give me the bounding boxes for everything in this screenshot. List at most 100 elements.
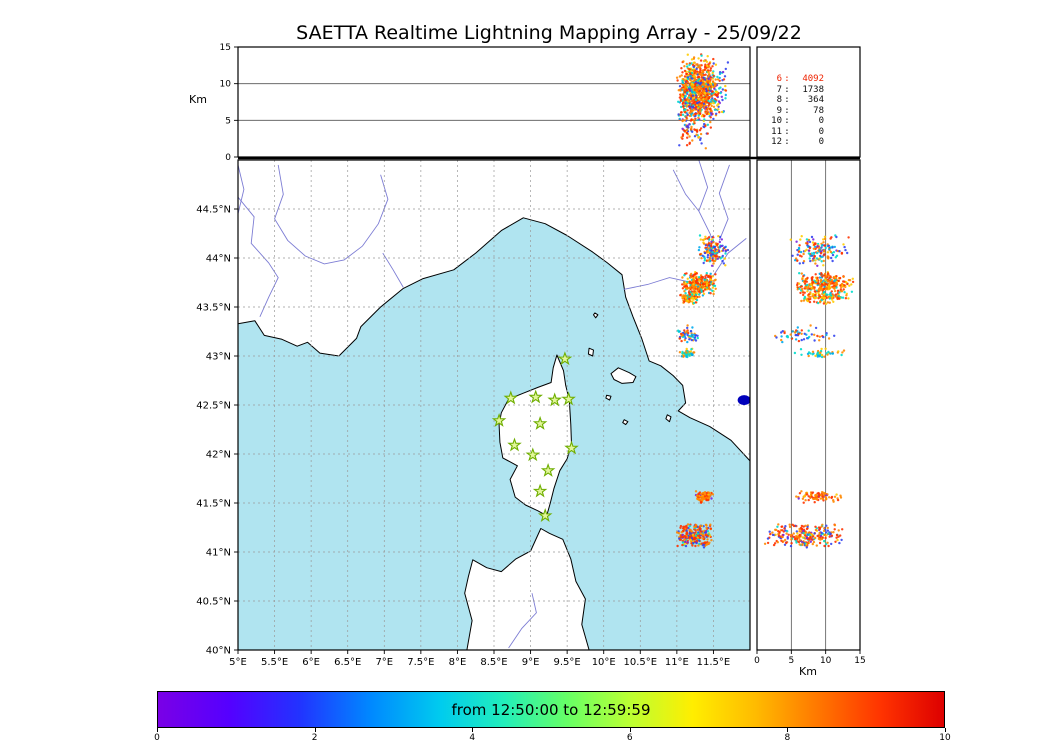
lightning-point bbox=[717, 249, 721, 252]
lightning-point bbox=[688, 536, 691, 539]
lightning-point bbox=[716, 255, 719, 258]
lightning-point bbox=[680, 74, 683, 77]
lightning-point bbox=[823, 285, 826, 288]
lightning-point bbox=[828, 248, 831, 251]
lightning-point bbox=[814, 259, 817, 262]
lightning-point bbox=[678, 337, 681, 340]
lightning-point bbox=[719, 86, 722, 89]
lightning-point bbox=[806, 525, 809, 528]
lon-tick-label: 7°E bbox=[375, 657, 393, 668]
lightning-point bbox=[839, 494, 842, 497]
lightning-point bbox=[694, 529, 697, 532]
lightning-point bbox=[818, 339, 821, 342]
lon-tick-label: 8°E bbox=[449, 657, 467, 668]
lightning-point bbox=[806, 287, 809, 290]
stats-row: 11: 0 bbox=[759, 127, 858, 138]
lightning-point bbox=[691, 293, 694, 296]
lightning-point bbox=[824, 282, 828, 286]
chart-title: SAETTA Realtime Lightning Mapping Array … bbox=[296, 22, 802, 44]
lightning-point bbox=[822, 264, 825, 267]
station-count-label: 11 bbox=[771, 126, 782, 137]
lightning-point bbox=[698, 70, 702, 74]
lightning-point bbox=[726, 61, 730, 64]
lightning-point bbox=[703, 259, 706, 262]
lightning-point bbox=[838, 277, 841, 280]
lightning-point bbox=[813, 286, 816, 289]
lightning-point bbox=[780, 535, 784, 539]
lightning-point bbox=[706, 542, 710, 545]
lightning-point bbox=[683, 333, 686, 336]
lightning-point bbox=[815, 544, 818, 547]
lightning-point bbox=[798, 492, 802, 495]
lightning-point bbox=[792, 532, 795, 535]
lightning-point bbox=[802, 531, 805, 535]
lightning-point bbox=[724, 250, 727, 253]
lightning-point bbox=[694, 86, 697, 90]
lightning-point bbox=[684, 94, 687, 98]
lightning-point bbox=[707, 77, 710, 81]
lightning-point bbox=[698, 65, 701, 69]
lightning-point bbox=[711, 77, 715, 80]
lon-tick-label: 5°E bbox=[229, 657, 247, 668]
lightning-point bbox=[802, 525, 805, 528]
lightning-point bbox=[707, 251, 710, 254]
lightning-point bbox=[697, 57, 700, 60]
lightning-point bbox=[686, 333, 689, 337]
lightning-point bbox=[703, 251, 707, 255]
lightning-point bbox=[702, 292, 706, 295]
lightning-point bbox=[688, 524, 691, 528]
lightning-point bbox=[696, 334, 699, 337]
lightning-point bbox=[720, 95, 723, 99]
lightning-point bbox=[700, 76, 703, 79]
lightning-point bbox=[811, 293, 815, 296]
station-count-value: 1738 bbox=[802, 84, 824, 95]
lightning-point bbox=[698, 234, 702, 237]
lightning-point bbox=[807, 252, 811, 255]
lightning-point bbox=[703, 82, 706, 85]
lightning-point bbox=[689, 72, 692, 76]
lightning-point bbox=[829, 250, 833, 254]
lightning-point bbox=[684, 298, 688, 301]
lightning-point bbox=[810, 533, 813, 536]
lightning-point bbox=[800, 527, 804, 530]
lightning-point bbox=[681, 137, 684, 140]
lightning-point bbox=[695, 541, 698, 545]
lightning-point bbox=[827, 257, 830, 260]
lightning-point bbox=[696, 532, 699, 535]
lightning-point bbox=[798, 244, 801, 247]
lightning-point bbox=[706, 107, 710, 110]
lightning-point bbox=[806, 352, 810, 356]
lightning-point bbox=[705, 272, 708, 275]
lightning-point bbox=[676, 79, 679, 82]
lightning-point bbox=[709, 67, 713, 70]
lon-tick-label: 10.5°E bbox=[623, 657, 657, 668]
lightning-point bbox=[813, 255, 816, 258]
lightning-point bbox=[694, 534, 698, 537]
lightning-point bbox=[708, 92, 711, 96]
coastline-island bbox=[593, 312, 599, 319]
lightning-point bbox=[835, 533, 839, 537]
lightning-point bbox=[698, 64, 702, 67]
lightning-point bbox=[685, 79, 688, 83]
lightning-point bbox=[709, 493, 712, 497]
lightning-point bbox=[688, 531, 691, 535]
colorbar-tick-mark bbox=[157, 728, 158, 732]
lightning-point bbox=[836, 538, 839, 542]
lightning-point bbox=[819, 534, 822, 538]
lightning-point bbox=[785, 541, 788, 545]
lon-tick-label: 8.5°E bbox=[480, 657, 507, 668]
lightning-point bbox=[684, 98, 687, 102]
lightning-point bbox=[696, 536, 699, 539]
lightning-point bbox=[783, 543, 787, 546]
lightning-point bbox=[683, 119, 687, 122]
lightning-point bbox=[835, 282, 838, 285]
lightning-point bbox=[839, 496, 843, 499]
lightning-point bbox=[689, 74, 692, 78]
lightning-point bbox=[851, 277, 854, 280]
lightning-point bbox=[802, 261, 805, 265]
lightning-point bbox=[813, 333, 816, 336]
lightning-point bbox=[688, 528, 691, 532]
lightning-point bbox=[847, 297, 850, 300]
lightning-point bbox=[809, 291, 812, 294]
lightning-point bbox=[688, 114, 692, 118]
